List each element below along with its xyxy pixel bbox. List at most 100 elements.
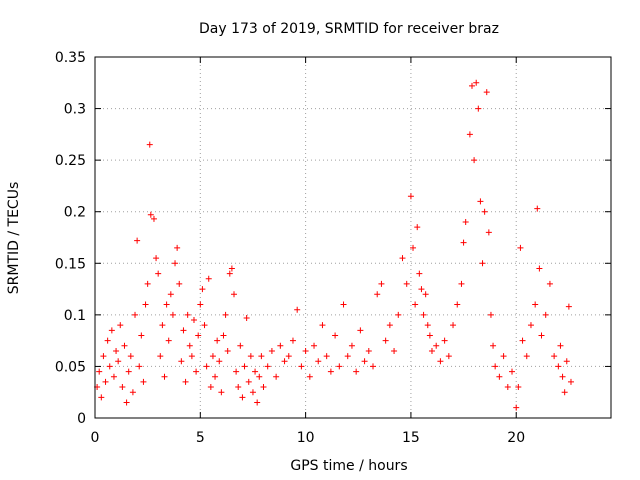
x-tick-label: 20	[507, 430, 525, 446]
data-point	[98, 394, 105, 401]
data-point	[214, 337, 221, 344]
data-point	[327, 368, 334, 375]
data-point	[298, 363, 305, 370]
data-point	[422, 291, 429, 298]
data-point	[386, 322, 393, 329]
data-point	[254, 399, 261, 406]
data-point	[426, 332, 433, 339]
data-point	[155, 270, 162, 277]
data-point	[96, 368, 103, 375]
data-point	[247, 353, 254, 360]
data-point	[445, 353, 452, 360]
data-point	[134, 237, 141, 244]
data-point	[102, 378, 109, 385]
data-point	[538, 332, 545, 339]
data-point	[490, 342, 497, 349]
data-point	[218, 389, 225, 396]
data-point	[382, 337, 389, 344]
data-point	[176, 280, 183, 287]
data-point	[201, 322, 208, 329]
data-point	[224, 347, 231, 354]
data-point	[108, 327, 115, 334]
data-point	[184, 311, 191, 318]
axis-ticks: 0 0.05 0.1 0.15 0.2 0.25 0.3 0.35 0 5 10 15 20	[55, 50, 611, 446]
data-point	[237, 342, 244, 349]
data-point	[513, 404, 520, 411]
data-point	[424, 322, 431, 329]
data-point	[268, 347, 275, 354]
x-axis-label: GPS time / hours	[290, 458, 407, 474]
data-point	[365, 347, 372, 354]
data-point	[113, 347, 120, 354]
data-point	[161, 373, 168, 380]
data-point	[555, 363, 562, 370]
data-point	[277, 342, 284, 349]
data-point	[235, 384, 242, 391]
chart-title: Day 173 of 2019, SRMTID for receiver bra…	[199, 21, 499, 37]
data-point	[306, 373, 313, 380]
data-point	[344, 353, 351, 360]
data-point	[106, 363, 113, 370]
data-point	[441, 337, 448, 344]
data-point	[125, 368, 132, 375]
x-tick-label: 15	[402, 430, 420, 446]
data-point	[477, 198, 484, 205]
data-point	[567, 378, 574, 385]
data-point	[110, 373, 117, 380]
data-point	[144, 280, 151, 287]
y-tick-label: 0.25	[55, 153, 86, 169]
data-point	[249, 389, 256, 396]
y-tick-label: 0.15	[55, 256, 86, 272]
data-point	[264, 363, 271, 370]
data-point	[323, 353, 330, 360]
data-point	[123, 399, 130, 406]
data-point	[433, 342, 440, 349]
data-point	[132, 311, 139, 318]
data-point	[199, 286, 206, 293]
data-point	[473, 79, 480, 86]
data-point	[496, 373, 503, 380]
data-point	[294, 306, 301, 313]
data-point	[353, 368, 360, 375]
data-point	[420, 311, 427, 318]
data-point	[117, 322, 124, 329]
data-point	[260, 384, 267, 391]
plot-frame	[94, 56, 612, 419]
data-point	[458, 280, 465, 287]
data-point	[186, 342, 193, 349]
data-point	[220, 332, 227, 339]
data-point	[157, 353, 164, 360]
data-point	[239, 394, 246, 401]
data-point	[481, 208, 488, 215]
data-point	[551, 353, 558, 360]
data-point	[121, 342, 128, 349]
x-tick-label: 0	[91, 430, 100, 446]
data-point	[129, 389, 136, 396]
data-point	[205, 275, 212, 282]
data-point	[315, 358, 322, 365]
data-point	[104, 337, 111, 344]
data-point	[281, 358, 288, 365]
data-point	[178, 358, 185, 365]
data-point	[532, 301, 539, 308]
data-point	[416, 270, 423, 277]
data-point	[302, 347, 309, 354]
y-axis-label: SRMTID / TECUs	[6, 182, 22, 295]
data-point	[147, 211, 154, 218]
data-point	[197, 301, 204, 308]
data-point	[536, 265, 543, 272]
data-point	[487, 311, 494, 318]
data-point	[340, 301, 347, 308]
data-point	[418, 286, 425, 293]
data-point	[241, 363, 248, 370]
data-point	[428, 347, 435, 354]
data-point	[245, 378, 252, 385]
data-point	[454, 301, 461, 308]
data-point	[172, 260, 179, 267]
data-point	[163, 301, 170, 308]
data-point	[252, 368, 259, 375]
data-point	[504, 384, 511, 391]
data-point	[462, 219, 469, 226]
data-point	[165, 337, 172, 344]
